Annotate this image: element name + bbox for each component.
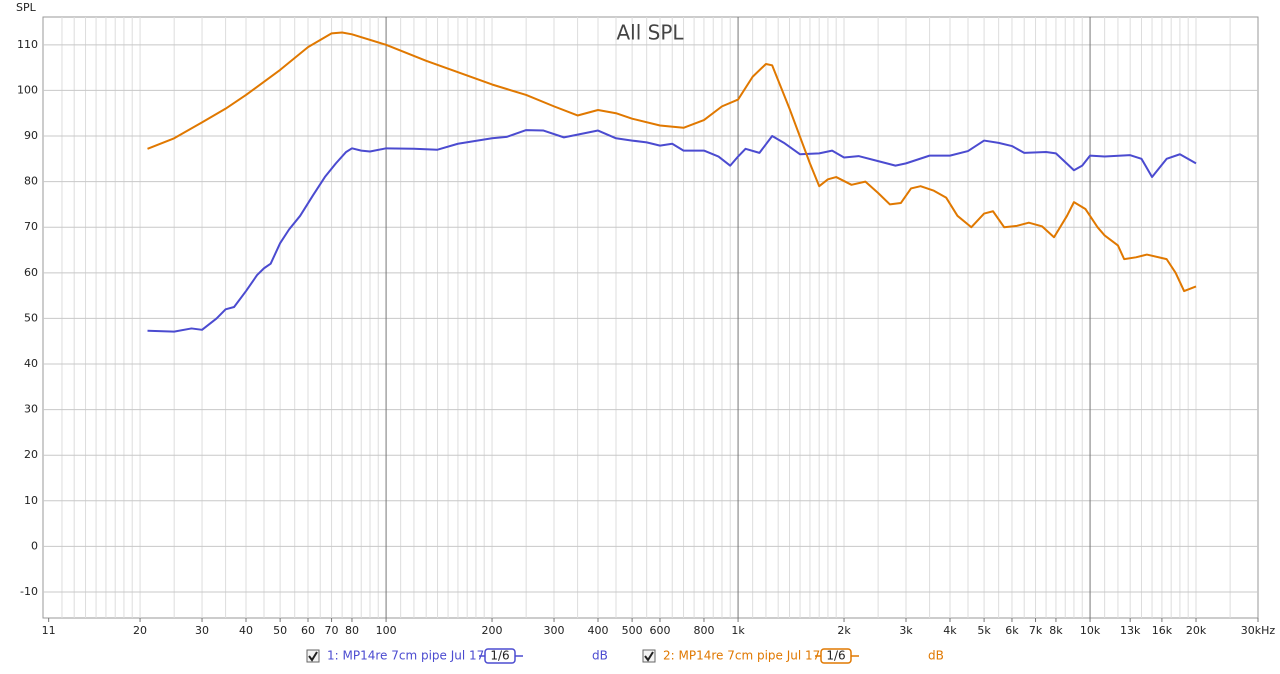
x-tick-label: 80 (345, 624, 359, 637)
y-tick-label: 0 (31, 539, 38, 552)
x-tick-label: 10k (1080, 624, 1101, 637)
checkmark (308, 651, 318, 662)
series-line (147, 129, 1197, 333)
smoothing-box[interactable] (820, 648, 852, 664)
unit-label: dB (592, 649, 608, 663)
y-axis-label: SPL (16, 1, 37, 14)
x-tick-label: 800 (693, 624, 714, 637)
y-tick-label: 110 (17, 38, 38, 51)
chart-title: All SPL (616, 21, 684, 45)
x-tick-label: 6k (1005, 624, 1019, 637)
x-tick-label: 40 (239, 624, 253, 637)
y-tick-label: 80 (24, 175, 38, 188)
series-line (147, 31, 1197, 293)
y-tick-label: 10 (24, 494, 38, 507)
x-tick-label: 60 (301, 624, 315, 637)
x-tick-label: 100 (376, 624, 397, 637)
y-tick-label: 90 (24, 129, 38, 142)
y-tick-label: -10 (20, 585, 38, 598)
x-tick-label: 20 (133, 624, 147, 637)
x-tick-label: 500 (622, 624, 643, 637)
x-tick-label: 20k (1186, 624, 1207, 637)
x-tick-label: 30kHz (1241, 624, 1276, 637)
legend: 1: MP14re 7cm pipe Jul 17 1/6 dB 2: MP14re … (306, 648, 944, 664)
x-tick-label: 5k (977, 624, 991, 637)
x-tick-label: 13k (1120, 624, 1141, 637)
smoothing-box[interactable] (484, 648, 516, 664)
x-tick-label: 30 (195, 624, 209, 637)
x-tick-label: 16k (1152, 624, 1173, 637)
x-tick-label: 400 (587, 624, 608, 637)
y-tick-label: 60 (24, 266, 38, 279)
checkmark (644, 651, 654, 662)
lines (147, 31, 1197, 333)
x-tick-label: 3k (899, 624, 913, 637)
y-tick-label: 50 (24, 311, 38, 324)
x-tick-label: 7k (1029, 624, 1043, 637)
x-tick-label: 4k (943, 624, 957, 637)
x-tick-label: 1k (731, 624, 745, 637)
smoothing-label: 1/6 (826, 649, 845, 663)
y-tick-label: 70 (24, 220, 38, 233)
x-tick-label: 8k (1049, 624, 1063, 637)
x-tick-label: 50 (273, 624, 287, 637)
x-tick-label: 11 (42, 624, 56, 637)
y-tick-label: 40 (24, 357, 38, 370)
grid (43, 17, 1258, 618)
smoothing-label: 1/6 (490, 649, 509, 663)
x-tick-label: 2k (837, 624, 851, 637)
x-tick-label: 70 (325, 624, 339, 637)
legend-label: 1: MP14re 7cm pipe Jul 17 (327, 649, 484, 663)
unit-label: dB (928, 649, 944, 663)
x-tick-label: 200 (482, 624, 503, 637)
legend-label: 2: MP14re 7cm pipe Jul 17 (663, 649, 820, 663)
y-tick-label: 100 (17, 83, 38, 96)
y-tick-label: 20 (24, 448, 38, 461)
y-tick-label: 30 (24, 403, 38, 416)
x-tick-label: 300 (544, 624, 565, 637)
x-tick-label: 600 (649, 624, 670, 637)
